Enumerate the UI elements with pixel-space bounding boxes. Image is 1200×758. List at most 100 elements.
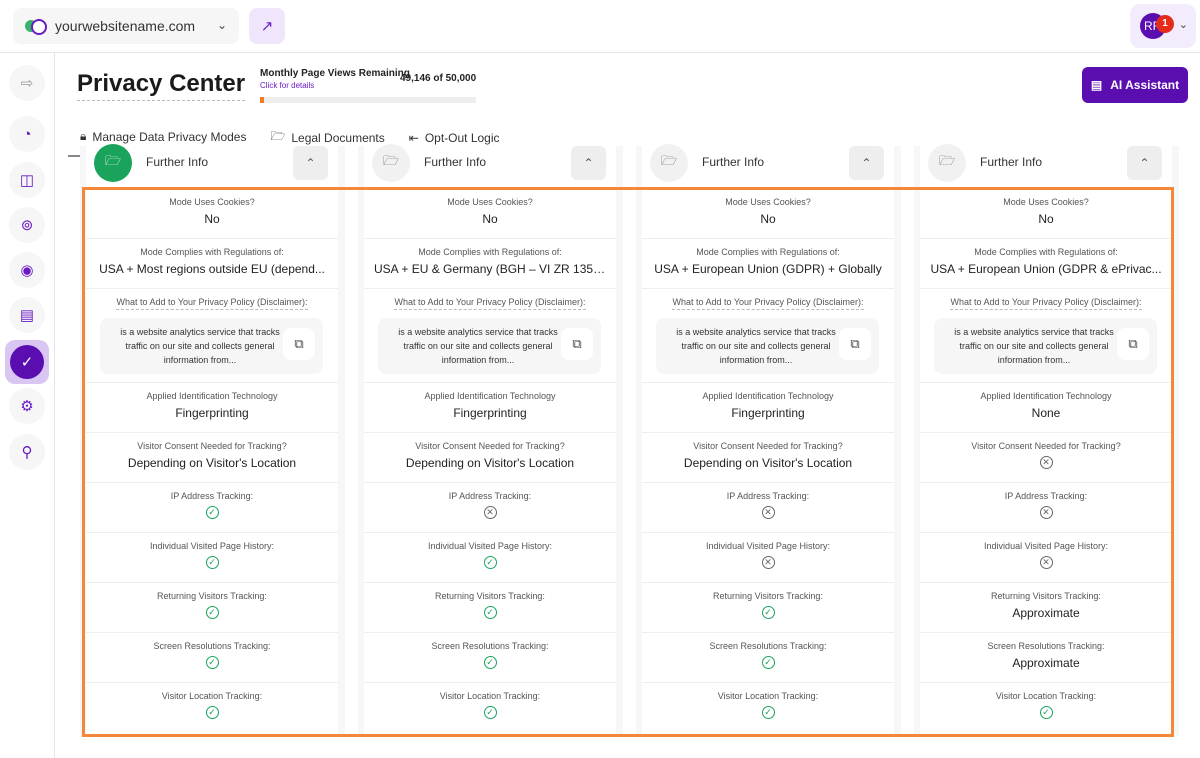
tab-label: Legal Documents [291,130,385,145]
info-row-label: Mode Uses Cookies? [725,197,811,207]
tab-legal-documents[interactable]: 🗁︎ Legal Documents [258,122,396,157]
website-selector[interactable]: yourwebsitename.com ⌄ [13,8,239,44]
check-circle-icon: ✓ [1039,706,1053,719]
copy-button[interactable]: ⧉ [1117,328,1149,360]
info-row-value: Fingerprinting [453,406,527,420]
folder-icon[interactable]: 🗁︎ [928,144,966,182]
external-link-icon: ↗ [260,18,274,35]
logout-icon[interactable]: ⇨ [9,65,45,101]
check-circle-icon: ✓ [761,606,775,619]
collapse-button[interactable]: ⌃ [571,146,606,180]
info-row-label: Screen Resolutions Tracking: [987,641,1105,651]
info-row-value: USA + European Union (GDPR & ePrivac... [930,262,1162,276]
info-row: Mode Uses Cookies? No [364,188,616,238]
info-row: Screen Resolutions Tracking: ✓ [642,632,894,682]
x-circle-icon: ✕ [761,506,775,519]
info-row-value: Approximate [1012,656,1080,670]
info-row: Visitor Consent Needed for Tracking? Depe… [642,432,894,482]
folder-icon[interactable]: 🗁︎ [372,144,410,182]
info-row: Mode Uses Cookies? No [86,188,338,238]
page-views-details-link[interactable]: Click for details [260,81,315,90]
info-row-label: Individual Visited Page History: [150,541,274,551]
tab-bar: 🔒︎ Manage Data Privacy Modes 🗁︎ Legal Docu… [68,122,512,157]
check-circle-icon: ✓ [483,656,497,669]
copy-button[interactable]: ⧉ [839,328,871,360]
user-menu[interactable]: RF 1 ⌄ [1130,4,1196,48]
x-circle-icon: ✕ [1039,556,1053,569]
info-row-label: Applied Identification Technology [146,391,278,401]
info-row-label: Mode Complies with Regulations of: [696,247,840,257]
fingerprint-icon[interactable]: ⊚ [9,207,45,243]
top-bar: yourwebsitename.com ⌄ ↗ RF 1 ⌄ [0,0,1200,53]
card-header: 🗁︎ Further Info ⌃ [86,144,338,182]
copy-button[interactable]: ⧉ [283,328,315,360]
shield-icon[interactable]: ✓ [5,340,49,384]
info-row: Visitor Location Tracking: ✓ [920,682,1172,732]
tab-opt-out-logic[interactable]: ⇤ Opt-Out Logic [397,122,512,157]
folder-icon[interactable]: 🗁︎ [650,144,688,182]
info-row: Screen Resolutions Tracking: ✓ [364,632,616,682]
info-row-value: Approximate [1012,606,1080,620]
info-row: Screen Resolutions Tracking: Approximate [920,632,1172,682]
folder-icon[interactable]: 🗁︎ [94,144,132,182]
info-row-label: Mode Complies with Regulations of: [140,247,284,257]
privacy-mode-column: 🗁︎ Further Info ⌃ Mode Uses Cookies? No Mod… [914,144,1179,736]
location-icon[interactable]: ⚲ [9,434,45,470]
scan-icon[interactable]: ◉ [9,252,45,288]
info-row-label: What to Add to Your Privacy Policy (Disc… [950,297,1142,310]
info-row: Visitor Consent Needed for Tracking? Depe… [86,432,338,482]
info-row-label: Visitor Consent Needed for Tracking? [693,441,843,451]
chevron-up-icon: ⌃ [861,156,872,170]
pie-chart-icon[interactable]: ◔ [9,116,45,152]
info-row-label: Mode Complies with Regulations of: [418,247,562,257]
notification-badge: 1 [1156,15,1174,33]
info-row-label: Screen Resolutions Tracking: [431,641,549,651]
info-row-label: Applied Identification Technology [424,391,556,401]
collapse-button[interactable]: ⌃ [1127,146,1162,180]
info-row: Mode Complies with Regulations of: USA + … [642,238,894,288]
gear-icon[interactable]: ⚙ [9,388,45,424]
info-row: IP Address Tracking: ✓ [86,482,338,532]
copy-button[interactable]: ⧉ [561,328,593,360]
info-row-value: Depending on Visitor's Location [127,456,297,470]
info-row: Individual Visited Page History: ✓ [364,532,616,582]
check-circle-icon: ✓ [205,556,219,569]
collapse-button[interactable]: ⌃ [293,146,328,180]
check-circle-icon: ✓ [205,656,219,669]
copy-icon: ⧉ [572,336,582,351]
info-row: Applied Identification Technology Fingerp… [86,382,338,432]
website-name: yourwebsitename.com [55,18,196,34]
check-circle-icon: ✓ [205,706,219,719]
disclaimer-text: is a website analytics service that trac… [398,327,558,365]
ai-assistant-label: AI Assistant [1110,78,1180,92]
collapse-button[interactable]: ⌃ [849,146,884,180]
bag-icon[interactable]: ◫ [9,162,45,198]
page-views-progress-fill [260,97,264,103]
info-row: What to Add to Your Privacy Policy (Disc… [920,288,1172,382]
exit-icon: ⇤ [408,130,419,145]
info-row-label: Visitor Consent Needed for Tracking? [415,441,565,451]
info-row: IP Address Tracking: ✕ [364,482,616,532]
info-row-label: Screen Resolutions Tracking: [709,641,827,651]
info-row: Visitor Location Tracking: ✓ [642,682,894,732]
info-row: Returning Visitors Tracking: ✓ [86,582,338,632]
privacy-mode-column: 🗁︎ Further Info ⌃ Mode Uses Cookies? No Mod… [358,144,623,736]
tab-label: Manage Data Privacy Modes [92,129,247,144]
info-row: Screen Resolutions Tracking: ✓ [86,632,338,682]
privacy-mode-card: 🗁︎ Further Info ⌃ Mode Uses Cookies? No Mod… [642,144,894,736]
open-external-button[interactable]: ↗ [249,8,285,44]
disclaimer-box: is a website analytics service that trac… [100,318,323,374]
x-circle-icon: ✕ [1039,456,1053,469]
ai-assistant-button[interactable]: ▤ AI Assistant [1082,67,1188,103]
info-row: Mode Complies with Regulations of: USA + … [86,238,338,288]
info-row-label: Visitor Consent Needed for Tracking? [971,441,1121,451]
privacy-mode-card: 🗁︎ Further Info ⌃ Mode Uses Cookies? No Mod… [86,144,338,736]
info-row-label: IP Address Tracking: [448,491,532,501]
info-row: Applied Identification Technology Fingerp… [642,382,894,432]
check-circle-icon: ✓ [483,556,497,569]
info-row-value: None [1031,406,1061,420]
info-row-label: Visitor Location Tracking: [995,691,1097,701]
chat-icon[interactable]: ▤ [9,297,45,333]
info-row-value: Fingerprinting [731,406,805,420]
info-row-value: No [204,212,220,226]
